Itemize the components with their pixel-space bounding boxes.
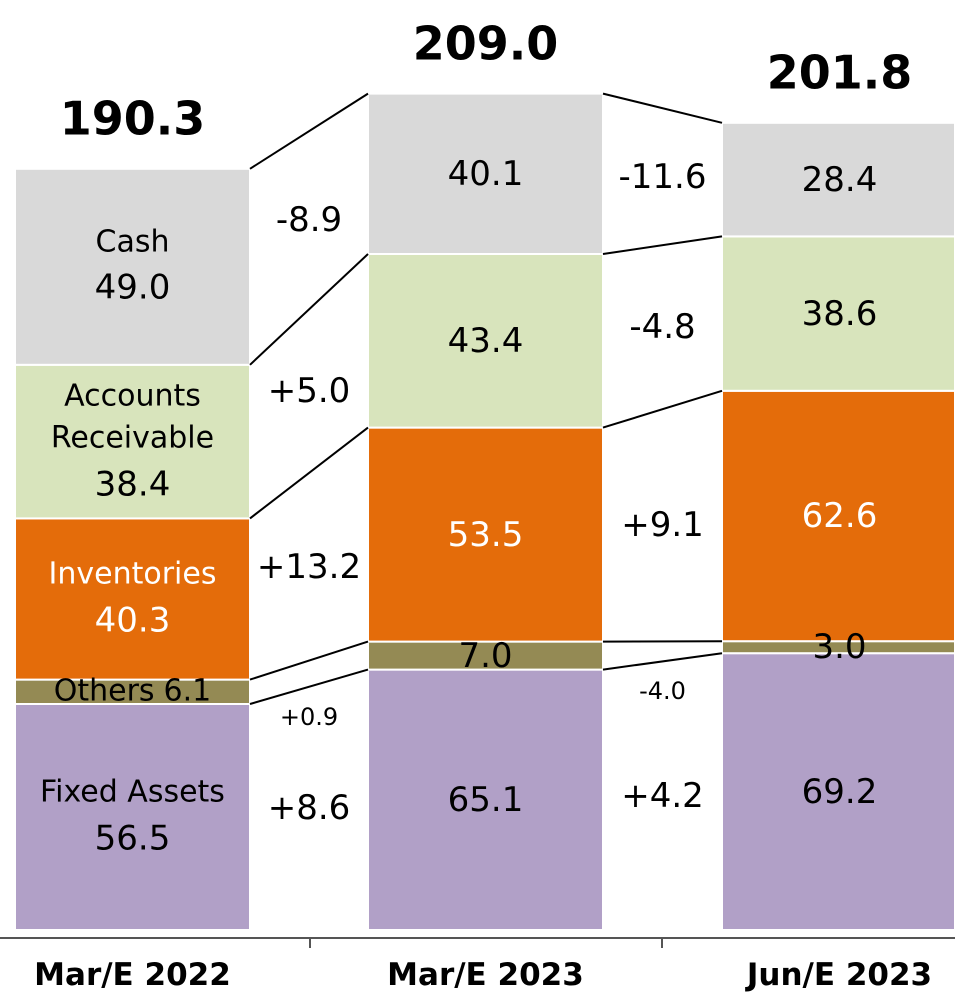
change-label: +0.9 bbox=[279, 702, 339, 731]
value-label: 43.4 bbox=[447, 320, 524, 361]
bar-segment bbox=[14, 363, 251, 520]
segment-label: 7.0 bbox=[386, 631, 586, 679]
bar-segment bbox=[367, 92, 604, 255]
segment-label: 53.5 bbox=[386, 510, 586, 558]
change-label: +4.2 bbox=[621, 775, 704, 816]
x-tick-label: Mar/E 2022 bbox=[34, 956, 231, 993]
change-label: +13.2 bbox=[256, 546, 362, 587]
total-label: 201.8 bbox=[766, 45, 913, 100]
connector bbox=[602, 389, 723, 429]
segment-label: Others 6.1 bbox=[33, 671, 233, 714]
segment-label: 65.1 bbox=[386, 776, 586, 824]
connector bbox=[602, 92, 723, 124]
value-label: 40.3 bbox=[94, 600, 171, 641]
x-tick-label: Jun/E 2023 bbox=[746, 956, 933, 993]
value-label: 3.0 bbox=[812, 627, 867, 668]
segment-label: 40.1 bbox=[386, 150, 586, 198]
segment-label: 38.6 bbox=[740, 289, 940, 337]
connector bbox=[249, 640, 369, 681]
total-label: 190.3 bbox=[59, 91, 206, 146]
series-name: Others bbox=[53, 673, 155, 709]
connector bbox=[602, 235, 723, 255]
segment-label: 62.6 bbox=[740, 492, 940, 540]
segment-label: Accounts Receivable 38.4 bbox=[33, 375, 233, 508]
series-name: Cash bbox=[95, 224, 170, 260]
change-label: -8.9 bbox=[275, 200, 343, 241]
value-label: 49.0 bbox=[94, 267, 171, 308]
segment-label: 3.0 bbox=[740, 623, 940, 671]
value-label: 28.4 bbox=[801, 159, 878, 200]
connector bbox=[249, 253, 369, 366]
segment-label: Cash 49.0 bbox=[33, 221, 233, 312]
bar-segment bbox=[367, 426, 604, 643]
value-label: 38.6 bbox=[801, 293, 878, 334]
bar-segment bbox=[721, 235, 955, 392]
segment-label: 69.2 bbox=[740, 767, 940, 815]
value-label: 65.1 bbox=[447, 779, 524, 820]
connector bbox=[602, 652, 723, 671]
value-label: 7.0 bbox=[458, 635, 513, 676]
bar-segment bbox=[14, 167, 251, 366]
segment-label: Fixed Assets 56.5 bbox=[33, 772, 233, 863]
change-label: -11.6 bbox=[618, 156, 707, 197]
series-name: Fixed Assets bbox=[40, 774, 225, 810]
change-label: +9.1 bbox=[621, 505, 704, 546]
value-label: 53.5 bbox=[447, 514, 524, 555]
segment-label: Inventories 40.3 bbox=[33, 554, 233, 645]
x-tick-label: Mar/E 2023 bbox=[387, 956, 584, 993]
bar-segment bbox=[14, 703, 251, 931]
bar-segment bbox=[721, 389, 955, 643]
value-label: 40.1 bbox=[447, 153, 524, 194]
bar-segment bbox=[367, 668, 604, 931]
bar-segment bbox=[367, 640, 604, 671]
segment-label: 28.4 bbox=[740, 155, 940, 203]
connector bbox=[249, 426, 369, 520]
series-name: Inventories bbox=[48, 556, 217, 592]
change-label: +8.6 bbox=[267, 788, 351, 829]
change-label: -4.8 bbox=[629, 307, 696, 348]
segment-label: 43.4 bbox=[386, 317, 586, 365]
value-label: 69.2 bbox=[801, 771, 878, 812]
total-label: 209.0 bbox=[412, 15, 559, 70]
change-label: +5.0 bbox=[267, 371, 351, 412]
bar-segment bbox=[14, 678, 251, 705]
bar-segment bbox=[367, 253, 604, 429]
value-label: 38.4 bbox=[94, 464, 171, 505]
series-name: Accounts Receivable bbox=[50, 377, 215, 456]
value-label: 6.1 bbox=[163, 673, 212, 709]
connector bbox=[249, 92, 369, 170]
change-label: -4.0 bbox=[639, 677, 686, 706]
connector bbox=[249, 668, 369, 705]
value-label: 62.6 bbox=[801, 495, 878, 536]
value-label: 56.5 bbox=[94, 818, 171, 859]
bar-segment bbox=[721, 121, 955, 238]
